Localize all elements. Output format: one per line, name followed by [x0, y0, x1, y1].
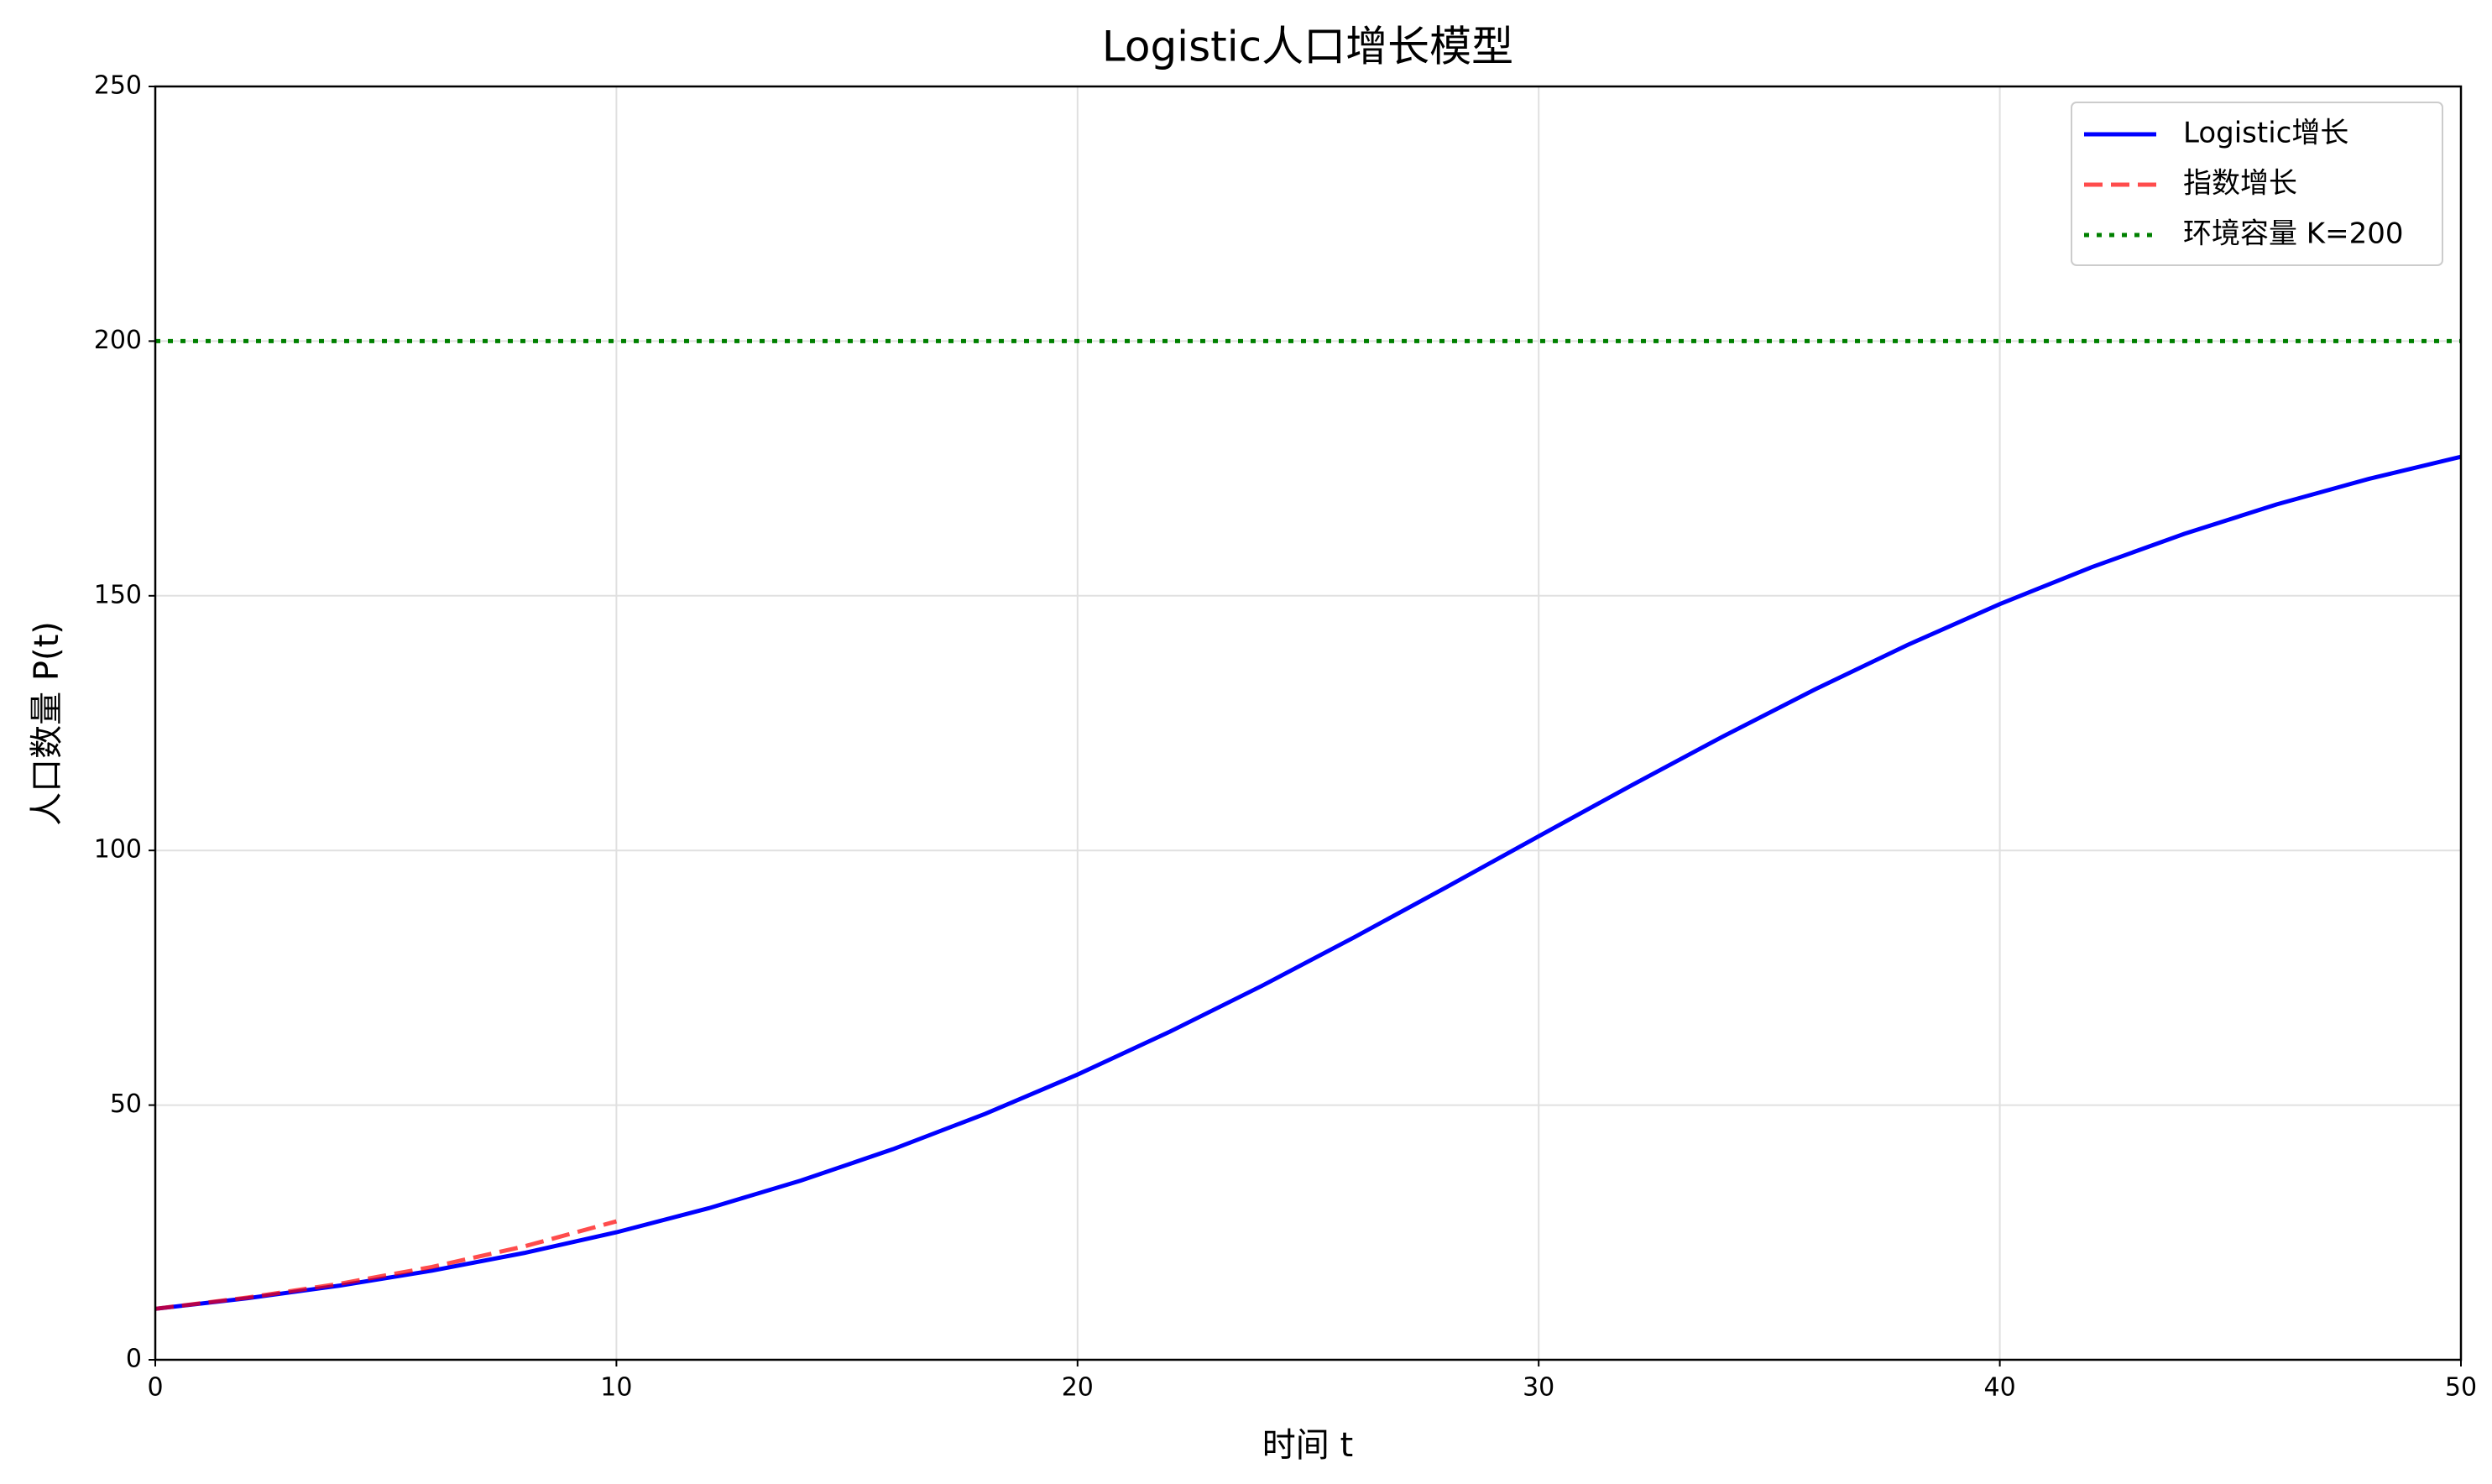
legend-label: 环境容量 K=200: [2183, 217, 2404, 251]
y-tick-label: 150: [94, 580, 142, 609]
legend-label: 指数增长: [2183, 167, 2297, 201]
y-tick-label: 200: [94, 326, 142, 355]
plot-frame: [154, 85, 2463, 1361]
chart-title: Logistic人口增长模型: [1102, 23, 1513, 71]
x-tick-label: 0: [147, 1373, 163, 1403]
y-tick-label: 50: [110, 1089, 142, 1119]
y-axis-label: 人口数量 P(t): [28, 621, 66, 826]
x-tick-label: 20: [1062, 1373, 1094, 1403]
x-axis-label: 时间 t: [1262, 1426, 1353, 1465]
x-tick-label: 30: [1523, 1373, 1554, 1403]
legend-box: [2071, 102, 2443, 266]
x-tick-label: 50: [2445, 1373, 2477, 1403]
line-series: [154, 454, 2462, 1311]
y-tick-label: 0: [126, 1345, 142, 1374]
legend-label: Logistic增长: [2183, 117, 2348, 150]
x-tick-label: 10: [600, 1373, 632, 1403]
y-tick-label: 250: [94, 71, 142, 101]
x-tick-label: 40: [1984, 1373, 2016, 1403]
y-tick-label: 100: [94, 835, 142, 865]
line-series: [154, 1219, 618, 1311]
